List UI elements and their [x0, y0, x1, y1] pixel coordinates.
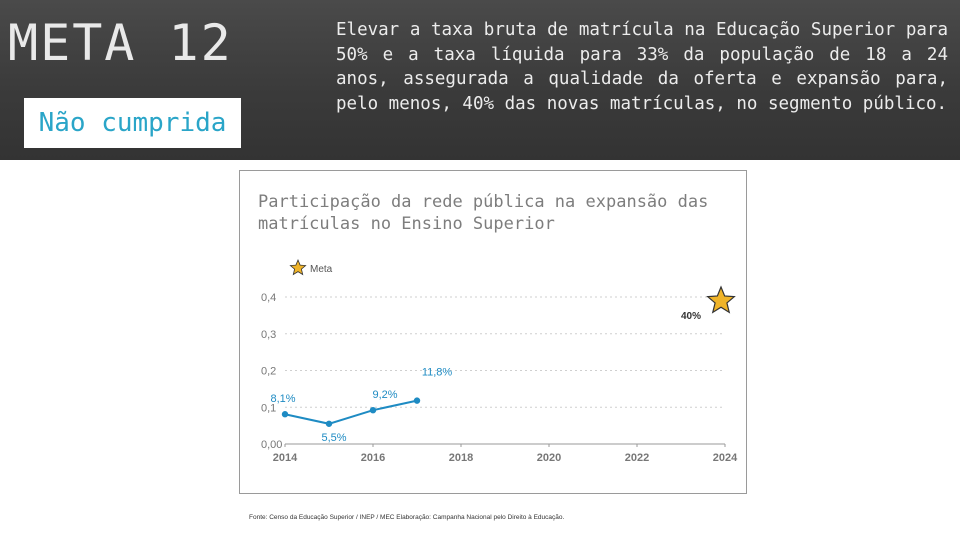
x-tick-label: 2014 — [273, 452, 298, 464]
x-tick-label: 2016 — [361, 452, 385, 464]
legend: Meta — [289, 258, 333, 276]
y-tick-label: 0,3 — [261, 329, 276, 341]
goal-description: Elevar a taxa bruta de matrícula na Educ… — [336, 20, 948, 114]
source-note: Fonte: Censo da Educação Superior / INEP… — [249, 514, 565, 521]
y-tick-label: 0,00 — [261, 439, 282, 451]
status-badge: Não cumprida — [24, 98, 241, 148]
header-banner: META 12 Não cumprida Elevar a taxa bruta… — [0, 0, 960, 160]
data-label: 11,8% — [422, 367, 453, 379]
target-label: 40% — [681, 311, 701, 322]
data-label: 9,2% — [372, 389, 397, 401]
status-label: Não cumprida — [38, 108, 227, 138]
x-tick-label: 2024 — [713, 452, 738, 464]
y-tick-label: 0,4 — [261, 292, 276, 304]
data-point — [369, 406, 377, 414]
x-tick-label: 2022 — [625, 452, 649, 464]
data-point — [281, 411, 289, 418]
data-label: 8,1% — [270, 393, 295, 405]
goal-number-title: META 12 — [8, 14, 233, 72]
data-label: 5,5% — [321, 432, 346, 444]
target-star-icon — [706, 285, 736, 314]
chart-title: Participação da rede pública na expansão… — [258, 192, 709, 234]
legend-star-icon — [289, 258, 307, 276]
y-tick-label: 0,1 — [261, 402, 276, 414]
chart-card: Participação da rede pública na expansão… — [239, 170, 747, 494]
series-line — [284, 399, 418, 425]
data-point — [413, 397, 421, 404]
x-tick-label: 2020 — [537, 452, 561, 464]
y-tick-label: 0,2 — [261, 366, 276, 378]
legend-label: Meta — [310, 264, 333, 275]
data-point — [325, 420, 333, 427]
x-tick-label: 2018 — [449, 452, 473, 464]
line-chart: Meta 0,00 0,1 0,2 0,3 0,4 2014 2016 2018 2020 2022… — [261, 258, 738, 464]
